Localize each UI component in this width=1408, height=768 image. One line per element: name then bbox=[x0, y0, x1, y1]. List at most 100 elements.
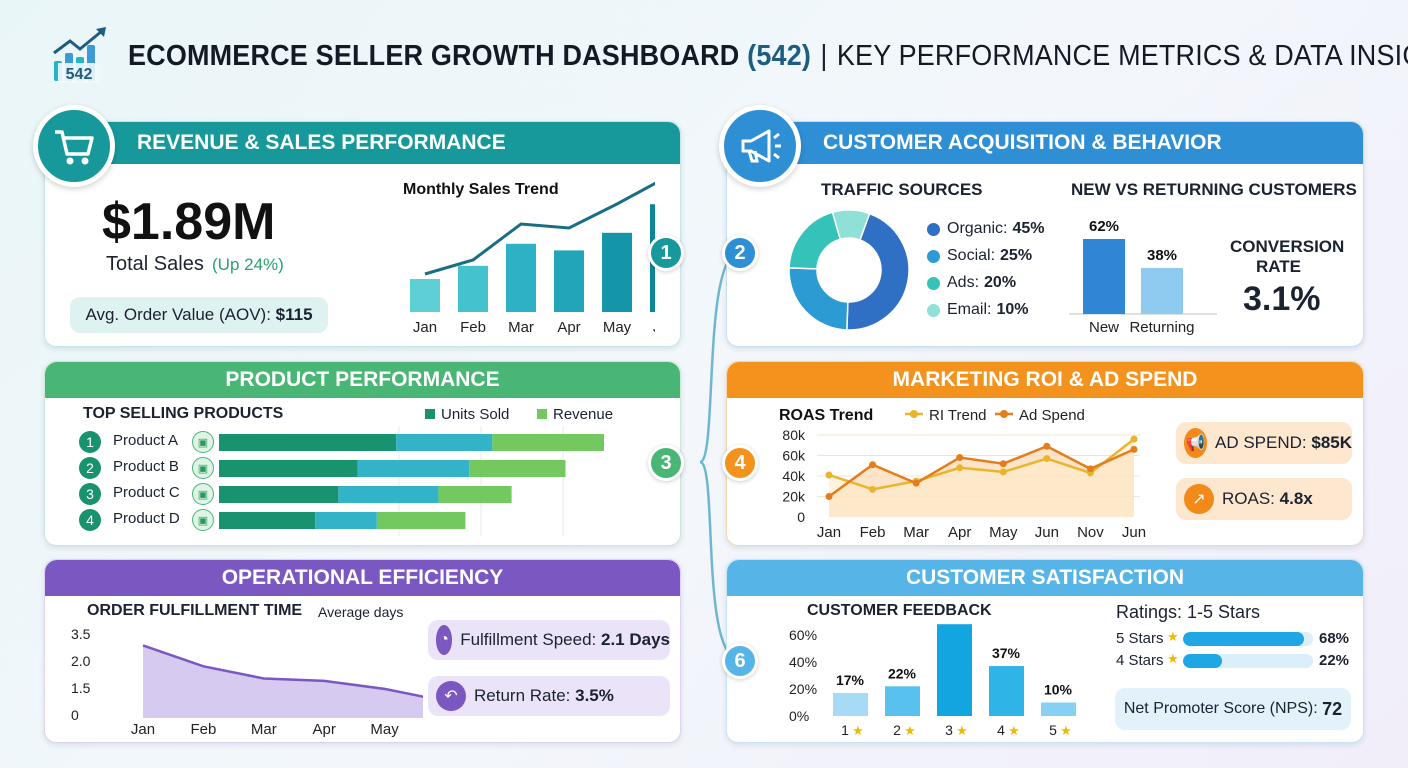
product-bar-segment bbox=[219, 460, 358, 477]
ri-trend-point bbox=[956, 464, 964, 472]
product-rank: 1 bbox=[79, 431, 101, 453]
traffic-legend-item: Social: 25% bbox=[927, 247, 1032, 265]
ad-spend-point bbox=[825, 493, 833, 500]
roas-x-tick: Feb bbox=[860, 524, 886, 541]
traffic-donut-chart bbox=[788, 209, 910, 331]
roas-area-2 bbox=[829, 439, 1134, 517]
roas-pill: ↗ ROAS: 4.8x bbox=[1176, 478, 1352, 520]
roas-x-tick: May bbox=[989, 524, 1018, 541]
ad-spend-pill: 📢 AD SPEND: $85K bbox=[1176, 422, 1352, 464]
roas-y-tick: 60k bbox=[782, 448, 806, 464]
badge-6: 6 bbox=[722, 643, 758, 679]
product-name: Product B bbox=[113, 458, 179, 475]
nvr-bar-label: 38% bbox=[1147, 247, 1177, 264]
roas-legend-label: RI Trend bbox=[929, 407, 987, 424]
fulfill-y-tick: 0 bbox=[71, 707, 79, 723]
fulfill-x-tick: Jan bbox=[131, 721, 155, 738]
revenue-card: REVENUE & SALES PERFORMANCE $1.89M Total… bbox=[44, 121, 681, 347]
badge-1: 1 bbox=[648, 235, 684, 271]
acquisition-card-header: CUSTOMER ACQUISITION & BEHAVIOR bbox=[727, 122, 1363, 164]
fulfill-x-tick: Mar bbox=[251, 721, 277, 738]
product-bar-segment bbox=[469, 460, 566, 477]
product-box-icon: ▣ bbox=[192, 457, 214, 479]
traffic-slice bbox=[788, 267, 849, 331]
speedometer-icon: ◔ bbox=[436, 625, 453, 655]
product-bar-segment bbox=[357, 460, 470, 477]
roas-x-tick: Jan bbox=[817, 524, 841, 541]
star-icon: ★ bbox=[1167, 651, 1179, 666]
legend-units: Units Sold bbox=[425, 406, 509, 423]
star-icon: ★ bbox=[1008, 723, 1020, 738]
roas-x-tick: Apr bbox=[948, 524, 971, 541]
product-name: Product D bbox=[113, 510, 180, 527]
sales-bar bbox=[602, 232, 632, 312]
roas-title: ROAS Trend bbox=[779, 407, 873, 424]
total-sales-label: Total Sales bbox=[106, 253, 204, 275]
product-bar-segment bbox=[315, 512, 377, 529]
traffic-legend-label: Organic: bbox=[947, 220, 1008, 237]
roas-y-tick: 20k bbox=[782, 489, 806, 505]
product-rank: 2 bbox=[79, 457, 101, 479]
traffic-slice bbox=[788, 211, 842, 270]
feedback-bar-label: 68% bbox=[940, 618, 969, 619]
badge-2: 2 bbox=[722, 235, 758, 271]
fulfill-x-tick: May bbox=[370, 721, 399, 738]
legend-dot-icon bbox=[927, 276, 940, 290]
traffic-title: TRAFFIC SOURCES bbox=[821, 180, 983, 199]
fulfill-line bbox=[142, 644, 423, 698]
fulfill-x-tick: Feb bbox=[190, 721, 216, 738]
product-box-icon: ▣ bbox=[192, 509, 214, 531]
acquisition-card: CUSTOMER ACQUISITION & BEHAVIOR TRAFFIC … bbox=[726, 121, 1364, 347]
roas-x-tick: Mar bbox=[903, 524, 929, 541]
megaphone-small-icon: 📢 bbox=[1184, 428, 1207, 458]
ri-trend-line bbox=[828, 438, 1135, 491]
roas-y-tick: 0 bbox=[797, 509, 805, 525]
feedback-bar-label: 37% bbox=[992, 645, 1021, 661]
marketing-card: MARKETING ROI & AD SPEND ROAS Trend RI Tr… bbox=[726, 361, 1364, 546]
product-bar-segment bbox=[338, 486, 439, 503]
fulfill-y-tick: 2.0 bbox=[71, 653, 91, 669]
feedback-x-tick: 2 bbox=[893, 722, 901, 738]
conversion-rate: 3.1% bbox=[1243, 280, 1321, 318]
sales-x-tick: Mar bbox=[508, 319, 534, 336]
fulfillment-note: Average days bbox=[318, 604, 404, 620]
traffic-legend-label: Social: bbox=[947, 247, 996, 264]
traffic-legend-item: Organic: 45% bbox=[927, 220, 1045, 238]
feedback-bar bbox=[885, 686, 920, 716]
legend-dot-icon bbox=[927, 249, 940, 263]
sales-chart-title: Monthly Sales Trend bbox=[403, 181, 559, 198]
marketing-card-header: MARKETING ROI & AD SPEND bbox=[727, 362, 1363, 398]
badge-4: 4 bbox=[722, 445, 758, 481]
ad-spend-point bbox=[999, 460, 1007, 468]
operations-card-header: OPERATIONAL EFFICIENCY bbox=[45, 560, 680, 596]
rating-bar-track bbox=[1183, 654, 1313, 668]
star-icon: ★ bbox=[1060, 723, 1072, 738]
product-bar-segment bbox=[219, 512, 316, 529]
product-box-icon: ▣ bbox=[192, 483, 214, 505]
satisfaction-card-header: CUSTOMER SATISFACTION bbox=[727, 560, 1363, 596]
dashboard-header: 542 ECOMMERCE SELLER GROWTH DASHBOARD (5… bbox=[50, 26, 1408, 86]
cart-icon-circle bbox=[33, 105, 115, 187]
nvr-x-tick: New bbox=[1089, 319, 1119, 336]
satisfaction-card: CUSTOMER SATISFACTION CUSTOMER FEEDBACK … bbox=[726, 559, 1364, 743]
rating-value: 68% bbox=[1319, 630, 1350, 647]
sales-trend-line bbox=[424, 181, 655, 276]
sales-x-tick: Jun bbox=[653, 319, 655, 336]
fulfillment-chart: 3.52.01.50JanFebMarAprMayJun bbox=[71, 626, 423, 738]
product-card: PRODUCT PERFORMANCE TOP SELLING PRODUCTS… bbox=[44, 361, 681, 546]
growth-chart-icon: 542 bbox=[53, 27, 106, 83]
rating-label: 5 Stars bbox=[1116, 630, 1164, 647]
feedback-bar-label: 22% bbox=[888, 665, 917, 681]
feedback-bar bbox=[833, 693, 868, 716]
feedback-y-tick: 40% bbox=[789, 654, 817, 670]
feedback-bar-label: 17% bbox=[836, 672, 865, 688]
return-arrow-icon: ↶ bbox=[436, 681, 466, 711]
nvr-bar bbox=[1083, 239, 1125, 314]
ri-trend-point bbox=[1043, 455, 1051, 463]
product-name: Product C bbox=[113, 484, 180, 501]
badge-3: 3 bbox=[648, 445, 684, 481]
traffic-legend-value: 25% bbox=[1000, 247, 1033, 264]
traffic-legend-value: 10% bbox=[996, 301, 1029, 318]
traffic-slice bbox=[831, 209, 871, 241]
sales-growth: (Up 24%) bbox=[212, 255, 284, 274]
